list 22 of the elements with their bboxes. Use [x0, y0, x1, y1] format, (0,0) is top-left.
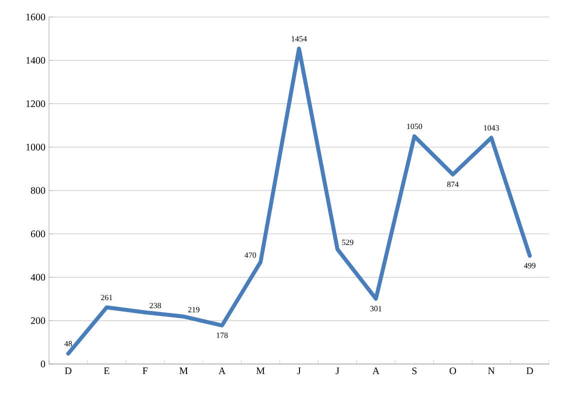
- x-tick-label: F: [142, 368, 148, 374]
- y-tick-label: 1400: [26, 57, 46, 64]
- x-tick-label: N: [488, 368, 495, 374]
- x-tick-label: M: [179, 368, 188, 374]
- y-tick-label: 1600: [26, 14, 46, 20]
- x-tick-label: O: [450, 368, 456, 374]
- y-tick-label: 600: [30, 230, 46, 238]
- y-tick-label: 200: [30, 317, 46, 324]
- x-tick-label: J: [297, 368, 301, 374]
- x-tick-label: S: [412, 368, 417, 374]
- y-tick-label: 800: [30, 187, 46, 194]
- x-tick-label: J: [336, 368, 340, 374]
- x-tick-label: D: [64, 368, 72, 374]
- y-tick-label: 1200: [26, 100, 46, 108]
- x-tick-label: E: [104, 368, 110, 374]
- y-tick-label: 1000: [26, 144, 46, 150]
- x-tick-label: M: [256, 368, 265, 374]
- x-tick-label: A: [372, 368, 380, 374]
- y-tick-label: 400: [30, 274, 46, 281]
- x-tick-label: D: [526, 368, 533, 374]
- y-tick-label: 0: [40, 360, 46, 368]
- x-tick-label: A: [218, 368, 226, 374]
